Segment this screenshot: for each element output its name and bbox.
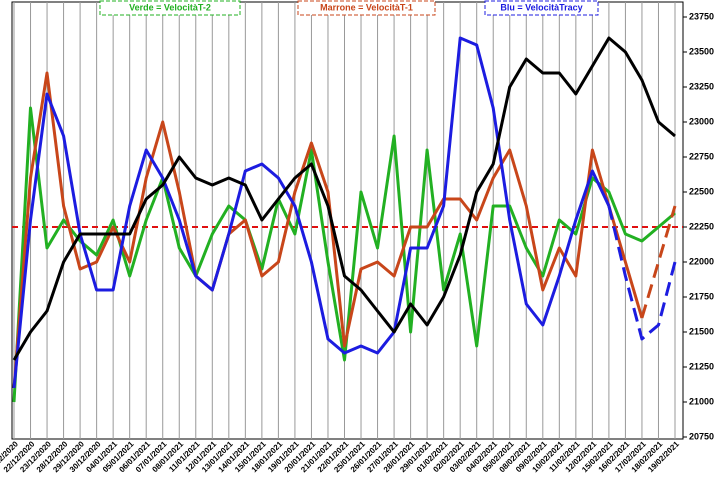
- legend-box: [484, 0, 599, 16]
- series-line: [12, 36, 611, 389]
- y-tick-label: 21000: [689, 396, 714, 406]
- y-tick-label: 23500: [689, 46, 714, 56]
- legend-label: Verde = VelocitàT-2: [129, 2, 211, 12]
- y-tick-label: 20750: [689, 431, 714, 441]
- y-tick-label: 22750: [689, 151, 714, 161]
- y-tick-label: 22250: [689, 221, 714, 231]
- plot-area: [11, 1, 684, 440]
- y-tick-label: 21750: [689, 291, 714, 301]
- y-tick-label: 21500: [689, 326, 714, 336]
- legend-box: [99, 0, 241, 16]
- series-line: [12, 71, 644, 389]
- legend-box: [297, 0, 436, 16]
- series-line: [12, 106, 676, 403]
- y-tick-label: 22000: [689, 256, 714, 266]
- series-line: [12, 36, 676, 361]
- series-line: [640, 205, 677, 319]
- y-tick-label: 21250: [689, 361, 714, 371]
- legend-label: Blu = VelocitàTracy: [500, 2, 582, 12]
- y-tick-label: 23250: [689, 81, 714, 91]
- y-tick-label: 23000: [689, 116, 714, 126]
- y-tick-label: 22500: [689, 186, 714, 196]
- y-tick-label: 23750: [689, 11, 714, 21]
- legend-label: Marrone = VelocitàT-1: [320, 2, 413, 12]
- series-line: [607, 205, 677, 341]
